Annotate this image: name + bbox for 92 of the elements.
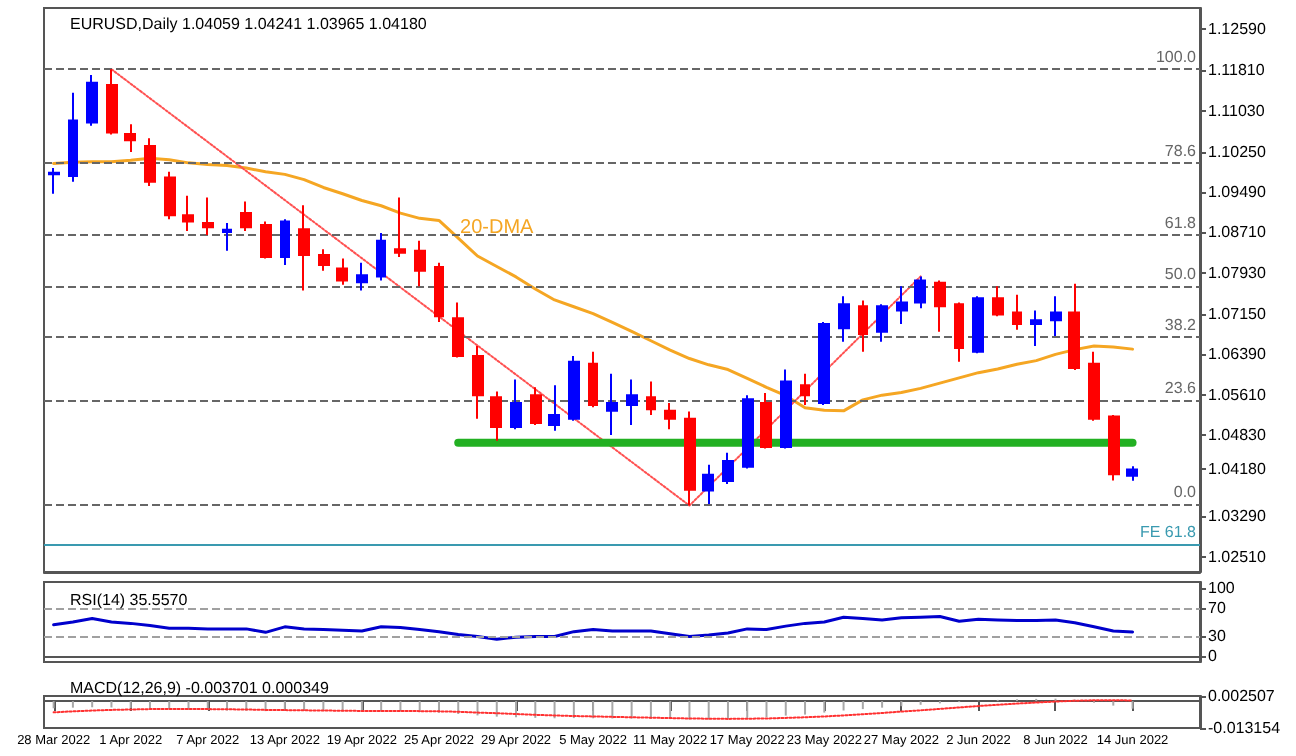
text: 50.0 [1164,265,1198,284]
candlestick [588,350,598,409]
text: 61.8 [1164,214,1198,233]
candlestick [1068,282,1080,372]
chart-title: MACD(12,26,9) -0.003701 0.000349 [70,679,330,697]
candlestick [934,279,946,333]
candlestick [202,196,214,237]
y-tick-label: 1.11030 [1208,102,1266,121]
candlestick [972,295,984,355]
candlestick [318,248,330,272]
candlestick [664,402,676,431]
y-tick-label: 0.002507 [1208,687,1276,705]
candlestick [780,368,792,450]
candlestick [760,392,772,450]
candlestick [548,384,560,432]
candlestick [298,204,310,292]
candlestick [1108,414,1120,482]
candlestick [1126,465,1138,482]
text: 78.6 [1164,142,1198,161]
y-tick-label: -0.013154 [1208,719,1282,737]
y-tick-label: 1.03290 [1208,507,1267,526]
candlestick [818,320,830,407]
candlestick [838,295,850,343]
candlestick [684,410,696,507]
series-label: 20-DMA [460,217,535,240]
line-series [52,699,1134,720]
candlestick [1050,295,1062,338]
candlestick [144,137,156,187]
y-tick-label: 30 [1208,626,1227,645]
candlestick [356,261,368,292]
candlestick [280,218,290,266]
candlestick [68,91,78,183]
candlestick [722,451,734,486]
candlestick [490,390,502,442]
candlestick [240,200,252,232]
candlestick [472,344,484,420]
y-tick-label: 1.04830 [1208,426,1267,445]
y-tick-label: 1.06390 [1208,344,1267,363]
chart-title: EURUSD,Daily 1.04059 1.04241 1.03965 1.04180 [70,15,428,33]
candlestick [858,299,868,353]
y-tick-label: 1.09490 [1208,182,1267,201]
candlestick [914,275,926,310]
annotation: FE 61.8 [1139,522,1198,541]
candlestick [1030,309,1042,347]
candlestick [376,231,386,282]
y-tick-label: 1.10250 [1208,142,1267,161]
y-tick-label: 1.04180 [1208,460,1267,479]
candlestick [702,463,714,505]
candlestick [896,285,908,326]
candlestick [626,378,638,426]
text: 38.2 [1164,316,1198,335]
line-series [52,614,1135,641]
candlestick [394,196,406,259]
candlestick [452,301,464,359]
candlestick [646,380,656,417]
y-tick-label: 1.02510 [1208,547,1267,566]
text: 100.0 [1155,48,1198,67]
candlestick [954,301,964,363]
candlestick [48,167,60,195]
candlestick [222,222,232,252]
text: RSI(14) 35.5570 [70,591,189,609]
y-tick-label: 1.08710 [1208,223,1267,242]
text: 0.0 [1173,482,1198,501]
candlestick [106,68,118,136]
candlestick [1088,350,1100,422]
candlestick [530,386,542,426]
candlestick [336,257,348,286]
y-tick-label: 1.12590 [1208,20,1267,39]
line-series [52,156,1135,413]
candlestick [164,170,176,221]
y-tick-label: 70 [1208,599,1227,618]
candlestick [1012,293,1022,331]
candlestick [876,303,888,343]
y-tick-label: 1.07930 [1208,264,1267,283]
text: 23.6 [1164,379,1198,398]
candlestick [434,261,444,323]
y-tick-label: 1.07150 [1208,305,1267,324]
candlestick [510,378,522,431]
candlestick [742,394,754,470]
candlestick [414,239,426,288]
candlestick [260,220,272,260]
y-tick-label: 1.11810 [1208,61,1266,80]
y-tick-label: 0 [1208,647,1218,666]
candlestick [568,354,580,422]
candlestick [86,73,98,127]
y-tick-label: 100 [1208,578,1236,597]
candlestick [124,123,136,153]
y-tick-label: 1.05610 [1208,385,1267,404]
candlestick [182,194,194,232]
candlestick [606,372,618,436]
candlestick [800,372,810,407]
candlestick [992,285,1004,318]
